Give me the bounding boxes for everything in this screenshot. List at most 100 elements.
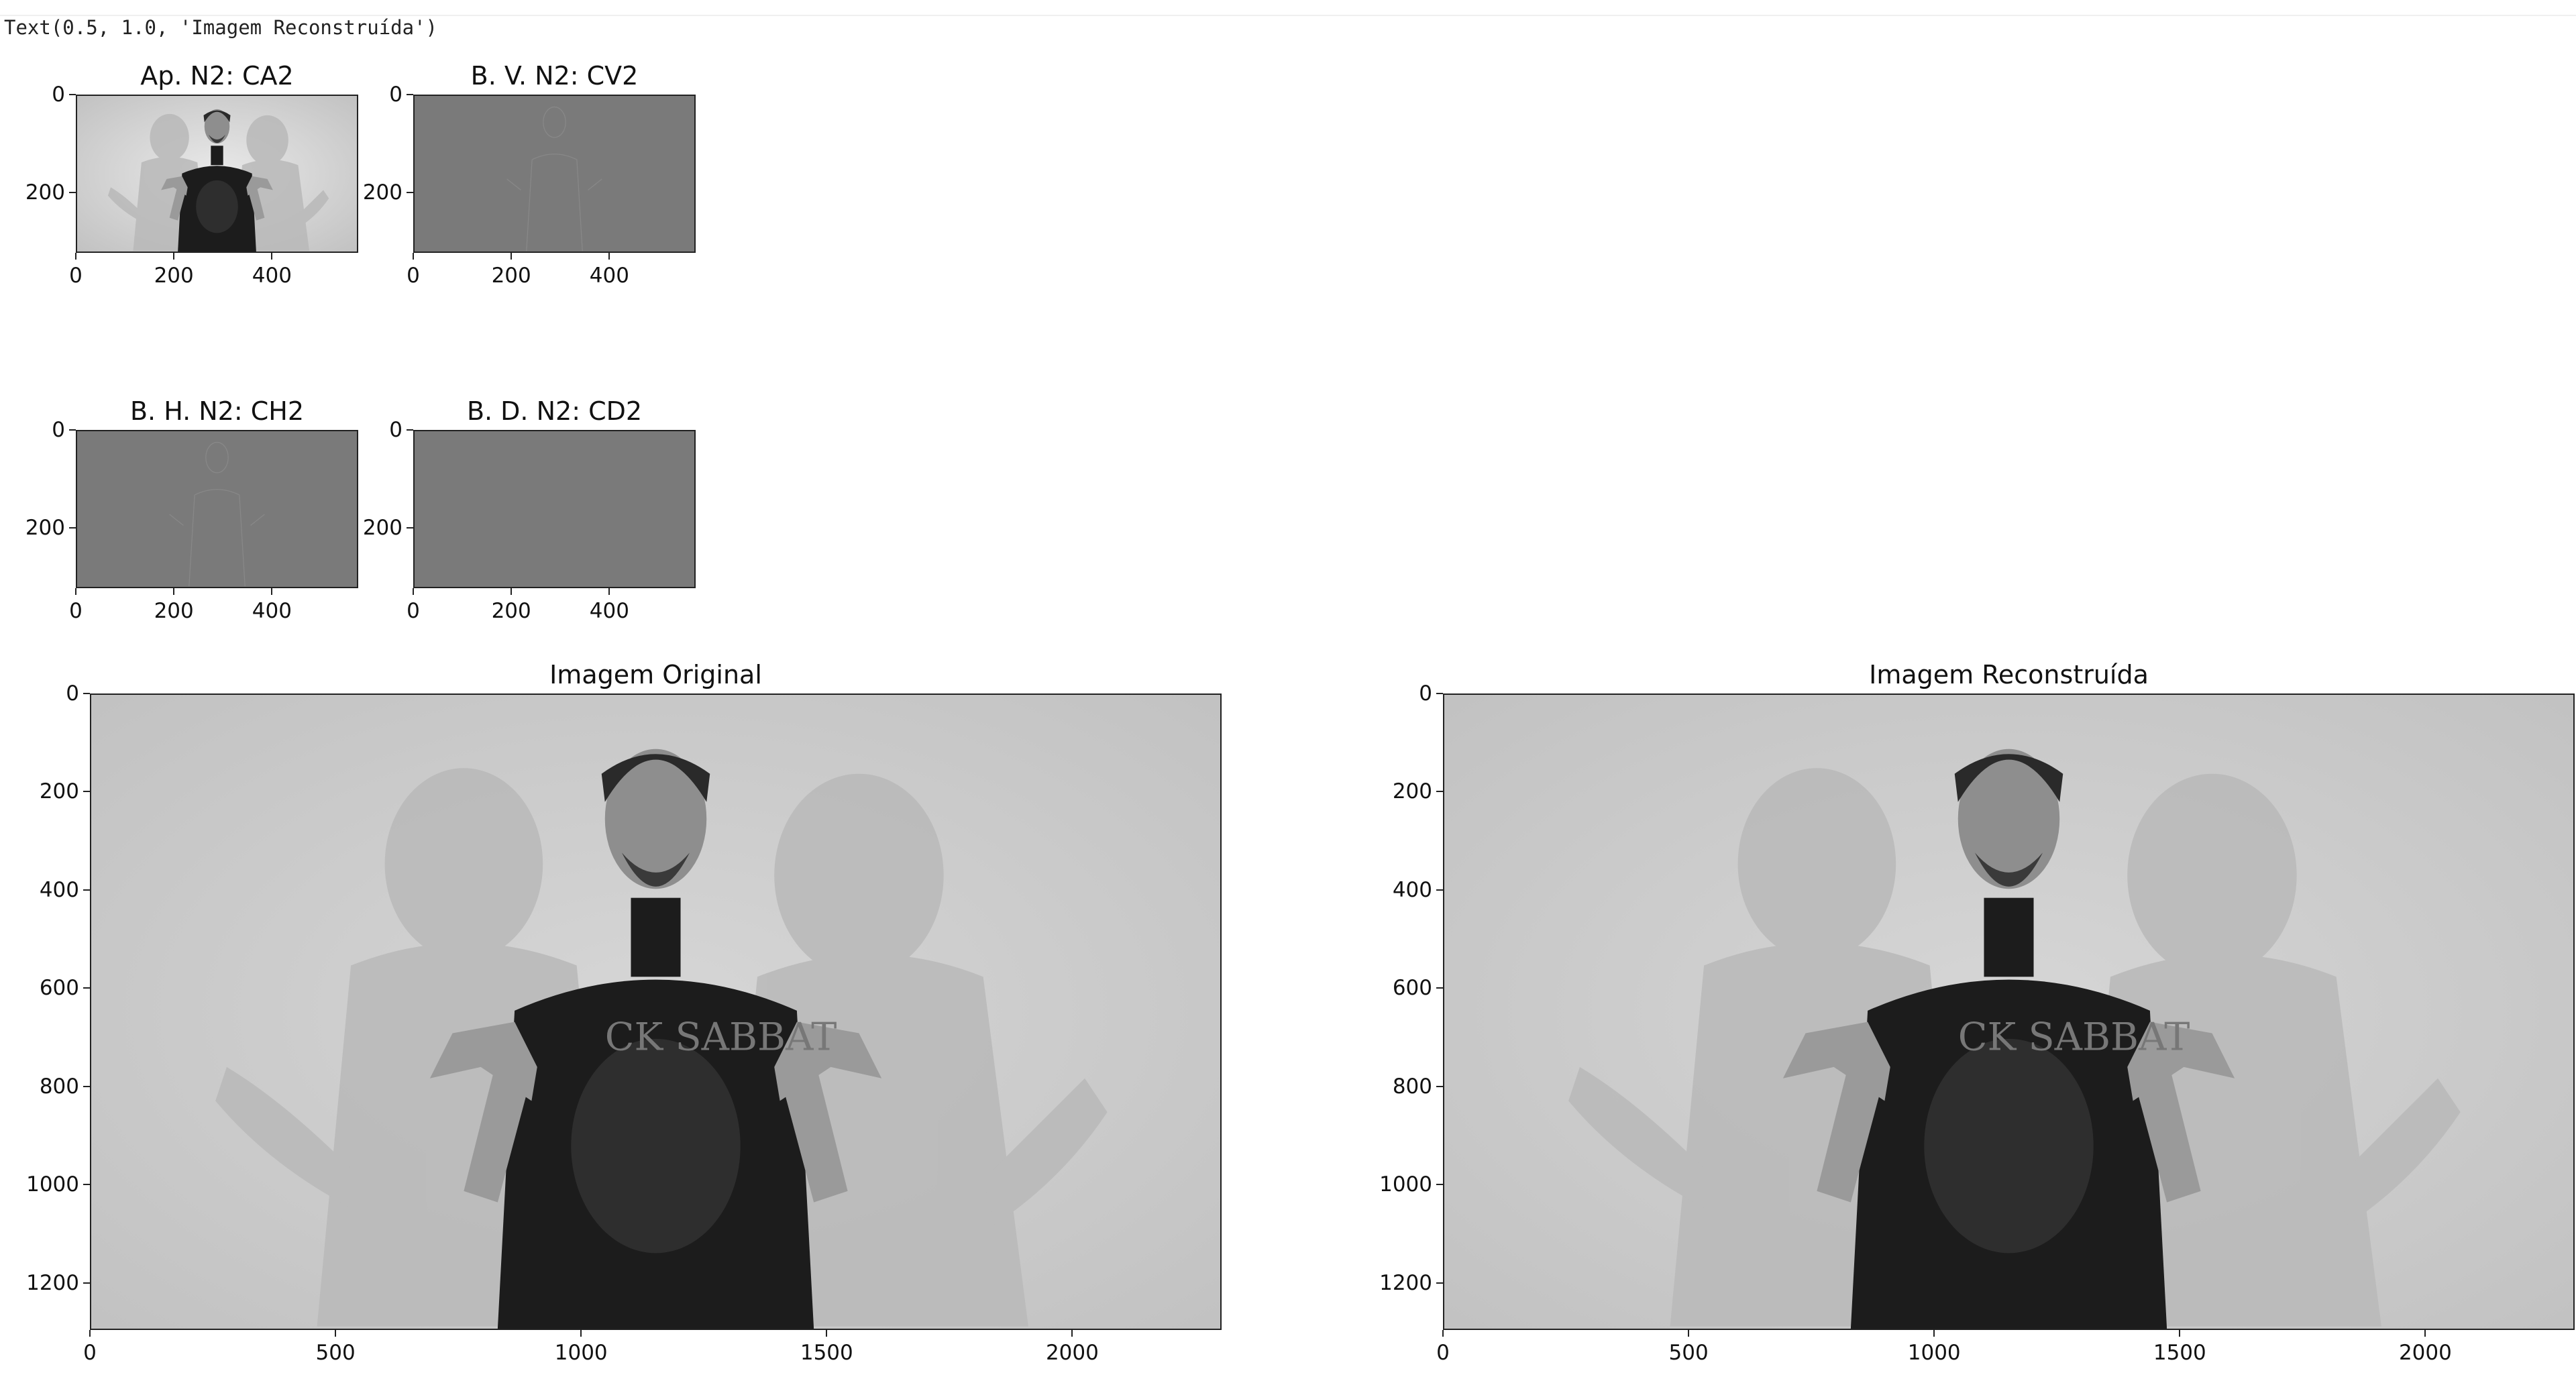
image-plot-4	[415, 431, 694, 587]
axes-title: Imagem Original	[549, 660, 762, 689]
x-tick-label: 1000	[1907, 1341, 1961, 1365]
axes-6: CK SABBAT	[1443, 694, 2575, 1330]
axes-title: B. H. N2: CH2	[129, 396, 305, 426]
x-tick-label: 0	[69, 599, 83, 623]
y-tick-label: 800	[1392, 1074, 1432, 1099]
shirt-print-text: CK SABBAT	[605, 1015, 837, 1060]
x-tick-mark	[2179, 1330, 2181, 1337]
x-tick-mark	[2424, 1330, 2426, 1337]
y-tick-mark	[1436, 791, 1443, 793]
y-tick-mark	[83, 693, 90, 694]
image-plot-2	[415, 96, 694, 252]
y-tick-mark	[83, 791, 90, 793]
x-tick-mark	[75, 253, 76, 260]
axes-4	[413, 430, 696, 588]
x-tick-mark	[1688, 1330, 1690, 1337]
x-tick-label: 2000	[1045, 1341, 1099, 1365]
y-tick-label: 600	[1392, 976, 1432, 1001]
x-tick-label: 0	[407, 264, 420, 288]
axes-3	[76, 430, 358, 588]
y-tick-label: 200	[25, 515, 65, 540]
y-tick-label: 200	[39, 779, 79, 804]
y-tick-mark	[407, 429, 413, 431]
y-tick-mark	[407, 526, 413, 529]
shirt-print-text: CK SABBAT	[1958, 1015, 2190, 1060]
cell-divider	[0, 0, 2576, 16]
y-tick-mark	[1436, 889, 1443, 891]
y-tick-label: 0	[389, 82, 402, 107]
y-tick-mark	[1436, 693, 1443, 694]
x-tick-label: 0	[69, 264, 83, 288]
x-tick-mark	[413, 253, 414, 260]
x-tick-label: 0	[83, 1341, 97, 1365]
y-tick-label: 800	[39, 1074, 79, 1099]
y-tick-label: 400	[1392, 877, 1432, 902]
y-tick-label: 1000	[1379, 1172, 1432, 1197]
x-tick-label: 500	[1668, 1341, 1709, 1365]
axes-1	[76, 95, 358, 253]
x-tick-mark	[608, 588, 610, 595]
x-tick-label: 0	[1436, 1341, 1450, 1365]
image-plot-1	[77, 96, 357, 252]
y-tick-mark	[1436, 1184, 1443, 1186]
x-tick-label: 500	[315, 1341, 356, 1365]
x-tick-mark	[1933, 1330, 1935, 1337]
y-tick-label: 600	[39, 976, 79, 1001]
x-tick-label: 200	[491, 599, 531, 623]
axes-title: Ap. N2: CA2	[140, 61, 294, 91]
x-tick-label: 0	[407, 599, 420, 623]
x-tick-mark	[89, 1330, 91, 1337]
y-tick-mark	[69, 191, 76, 193]
y-tick-label: 1200	[26, 1270, 79, 1295]
image-plot-5: CK SABBAT	[91, 695, 1220, 1329]
x-tick-mark	[413, 588, 414, 595]
y-tick-label: 1200	[1379, 1270, 1432, 1295]
x-tick-mark	[173, 588, 175, 595]
x-tick-mark	[271, 253, 273, 260]
x-tick-label: 400	[252, 599, 292, 623]
axes-2	[413, 95, 696, 253]
x-tick-mark	[608, 253, 610, 260]
y-tick-mark	[83, 1184, 90, 1186]
y-tick-label: 0	[389, 418, 402, 442]
x-tick-mark	[335, 1330, 337, 1337]
y-tick-mark	[1436, 1282, 1443, 1284]
y-tick-mark	[69, 429, 76, 431]
x-tick-label: 400	[252, 264, 292, 288]
image-plot-3	[77, 431, 357, 587]
x-tick-mark	[271, 588, 273, 595]
axes-5: CK SABBAT	[90, 694, 1222, 1330]
y-tick-mark	[83, 889, 90, 891]
x-tick-label: 400	[589, 264, 629, 288]
x-tick-mark	[1071, 1330, 1073, 1337]
image-plot-6: CK SABBAT	[1444, 695, 2573, 1329]
y-tick-label: 1000	[26, 1172, 79, 1197]
y-tick-label: 0	[52, 418, 65, 442]
x-tick-label: 1500	[2153, 1341, 2206, 1365]
y-tick-mark	[1436, 987, 1443, 989]
y-tick-label: 200	[362, 515, 402, 540]
y-tick-mark	[69, 94, 76, 95]
y-tick-mark	[83, 1085, 90, 1087]
y-tick-label: 200	[25, 180, 65, 205]
x-tick-mark	[580, 1330, 582, 1337]
x-tick-label: 400	[589, 599, 629, 623]
axes-title: Imagem Reconstruída	[1869, 660, 2149, 689]
y-tick-label: 400	[39, 877, 79, 902]
x-tick-label: 200	[491, 264, 531, 288]
y-tick-mark	[83, 987, 90, 989]
y-tick-label: 0	[1419, 681, 1432, 706]
axes-title: B. D. N2: CD2	[466, 396, 643, 426]
y-tick-label: 200	[1392, 779, 1432, 804]
axes-title: B. V. N2: CV2	[470, 61, 639, 91]
cell-output-text: Text(0.5, 1.0, 'Imagem Reconstruída')	[4, 16, 438, 39]
y-tick-mark	[83, 1282, 90, 1284]
x-tick-mark	[511, 253, 513, 260]
x-tick-mark	[511, 588, 513, 595]
y-tick-mark	[69, 526, 76, 529]
y-tick-mark	[407, 94, 413, 95]
y-tick-mark	[407, 191, 413, 193]
x-tick-label: 2000	[2398, 1341, 2452, 1365]
x-tick-mark	[1442, 1330, 1444, 1337]
x-tick-mark	[75, 588, 76, 595]
